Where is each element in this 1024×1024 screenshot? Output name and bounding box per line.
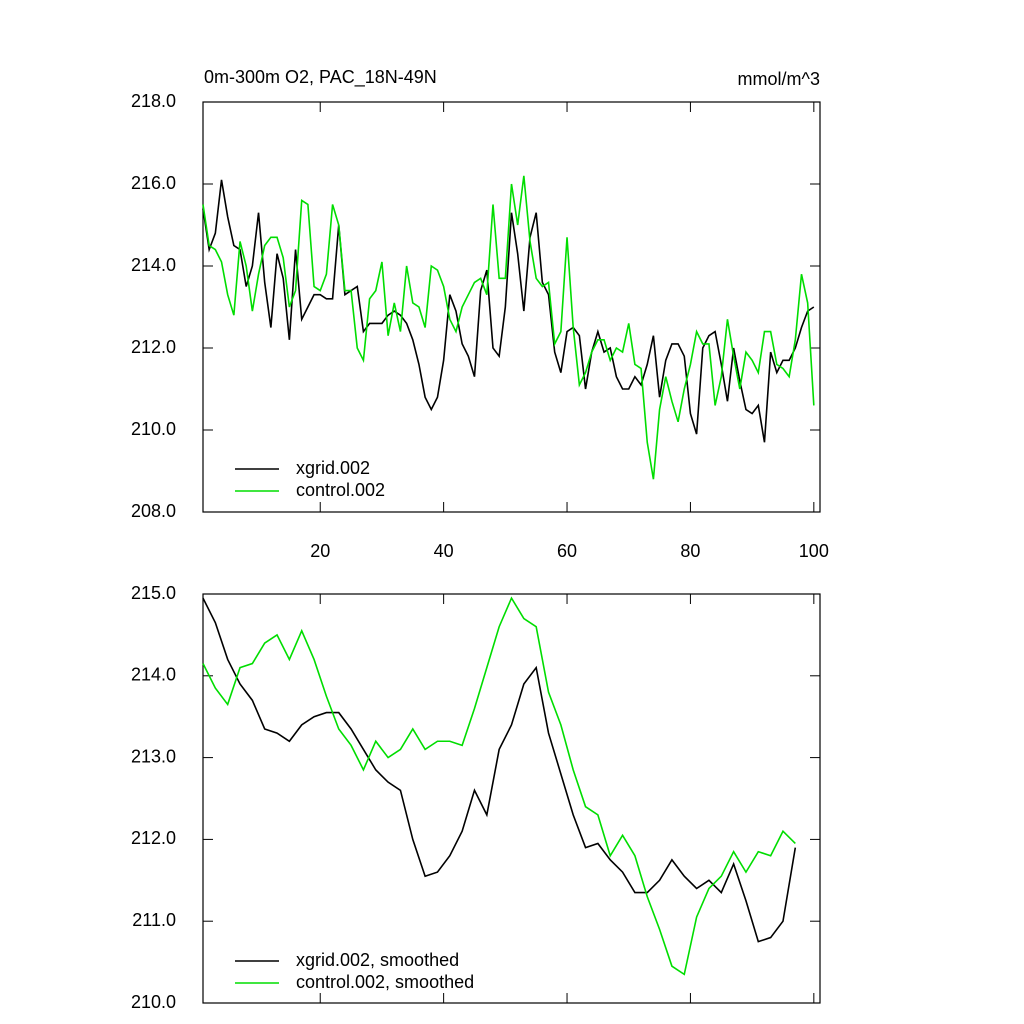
y-tick-label: 214.0 — [131, 665, 176, 685]
data-line — [202, 175, 815, 480]
data-line — [202, 179, 815, 443]
y-tick-label: 215.0 — [131, 583, 176, 603]
y-tick-label: 211.0 — [132, 910, 176, 930]
x-tick-label: 60 — [557, 541, 577, 561]
y-tick-label: 210.0 — [131, 419, 176, 439]
y-tick-label: 212.0 — [131, 828, 176, 848]
units-label: mmol/m^3 — [738, 69, 820, 89]
y-tick-label: 218.0 — [131, 91, 176, 111]
y-tick-label: 213.0 — [131, 746, 176, 766]
plot-frame — [202, 593, 821, 1004]
legend-label: xgrid.002, smoothed — [296, 950, 459, 970]
y-tick-label: 212.0 — [131, 337, 176, 357]
x-tick-label: 40 — [434, 541, 454, 561]
plot-frame — [202, 101, 821, 513]
legend-label: control.002, smoothed — [296, 972, 474, 992]
y-tick-label: 210.0 — [131, 992, 176, 1012]
x-tick-label: 80 — [680, 541, 700, 561]
x-tick-label: 100 — [799, 541, 829, 561]
y-tick-label: 216.0 — [131, 173, 176, 193]
x-tick-label: 20 — [310, 541, 330, 561]
y-tick-label: 208.0 — [131, 501, 176, 521]
data-line — [202, 596, 796, 976]
y-tick-label: 214.0 — [131, 255, 176, 275]
legend-label: xgrid.002 — [296, 458, 370, 478]
data-line — [202, 597, 797, 943]
chart-title: 0m-300m O2, PAC_18N-49N — [204, 67, 437, 88]
legend-label: control.002 — [296, 480, 385, 500]
